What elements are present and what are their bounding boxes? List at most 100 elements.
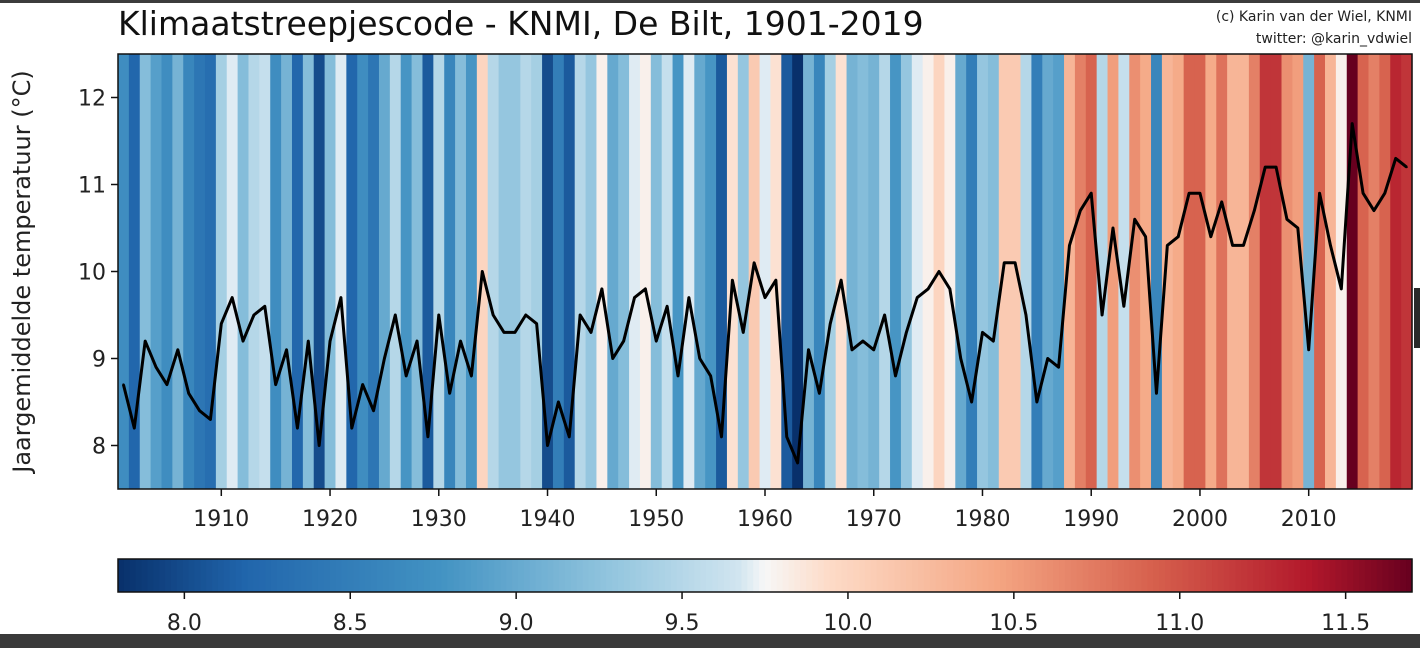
colorbar-segment <box>835 559 843 592</box>
colorbar-segment <box>423 559 431 592</box>
stripe-2012 <box>1325 54 1337 489</box>
stripe-2009 <box>1292 54 1304 489</box>
y-tick-label-9: 9 <box>92 348 106 373</box>
stripe-1920 <box>324 54 337 489</box>
colorbar-segment <box>559 559 566 592</box>
colorbar-segment <box>1364 559 1372 592</box>
stripe-1977 <box>944 54 956 489</box>
stripe-2014 <box>1346 54 1359 489</box>
point-1978 <box>959 357 962 360</box>
colorbar-segment <box>882 559 890 592</box>
point-1959 <box>752 261 756 264</box>
colorbar-segment <box>823 559 831 592</box>
colorbar-segment <box>612 559 619 592</box>
stripe-1987 <box>1053 54 1065 489</box>
point-1965 <box>818 392 821 395</box>
colorbar-segment <box>453 559 460 592</box>
colorbar-segment <box>1394 559 1401 592</box>
stripe-1922 <box>346 54 358 489</box>
colorbar-segment <box>141 559 149 592</box>
colorbar-segment <box>565 559 572 592</box>
colorbar-segment <box>459 559 466 592</box>
colorbar-segment <box>929 559 937 592</box>
colorbar-segment <box>135 559 143 592</box>
colorbar-segment <box>129 559 137 592</box>
colorbar-tick-label-11.5: 11.5 <box>1321 611 1370 636</box>
colorbar-segment <box>847 559 854 592</box>
stripe-1916 <box>281 54 293 489</box>
colorbar-segment <box>1341 559 1348 592</box>
colorbar-segment <box>753 559 760 592</box>
colorbar-segment <box>1112 559 1119 592</box>
colorbar-segment <box>1070 559 1078 592</box>
colorbar-segment <box>176 559 184 592</box>
point-2018 <box>1394 157 1397 160</box>
point-1938 <box>524 313 527 317</box>
stripe-1996 <box>1151 54 1163 489</box>
colorbar-segment <box>259 559 266 592</box>
stripe-1984 <box>1020 54 1033 489</box>
point-1946 <box>611 357 614 360</box>
colorbar-segment <box>541 559 548 592</box>
point-1973 <box>905 331 908 334</box>
colorbar-segment <box>1100 559 1107 592</box>
colorbar-segment <box>817 559 825 592</box>
point-2013 <box>1340 287 1343 291</box>
colorbar-segment <box>812 559 819 592</box>
stripe-1956 <box>716 54 728 489</box>
stripe-1919 <box>313 54 326 489</box>
point-1948 <box>633 296 636 299</box>
colorbar-segment <box>741 559 748 592</box>
point-1930 <box>437 313 440 317</box>
colorbar-segment <box>1282 559 1290 592</box>
colorbar-axis: 8.0 8.5 9.0 9.5 10.0 10.5 11.0 11.5 <box>167 592 1370 636</box>
point-1921 <box>339 296 343 299</box>
colorbar-segment <box>765 559 772 592</box>
stripe-1929 <box>422 54 434 489</box>
stripe-1907 <box>183 54 195 489</box>
colorbar-segment <box>1053 559 1060 592</box>
colorbar-tick-label-9.5: 9.5 <box>665 611 700 636</box>
colorbar-segment <box>118 559 125 592</box>
stripe-2011 <box>1314 54 1326 489</box>
point-1971 <box>883 313 886 317</box>
colorbar-segment <box>194 559 201 592</box>
stripe-1954 <box>694 54 706 489</box>
point-2002 <box>1220 200 1223 204</box>
stripe-1988 <box>1064 54 1076 489</box>
point-1975 <box>926 287 930 291</box>
colorbar-segment <box>1382 559 1390 592</box>
colorbar-segment <box>1241 559 1248 592</box>
stripe-1994 <box>1129 54 1141 489</box>
stripe-1901 <box>118 54 130 489</box>
colorbar-segment <box>1223 559 1231 592</box>
stripe-1991 <box>1096 54 1109 489</box>
colorbar-segment <box>635 559 643 592</box>
credit-twitter: twitter: @karin_vdwiel <box>1255 31 1412 47</box>
window-side-tab <box>1414 288 1420 348</box>
point-1986 <box>1046 357 1049 360</box>
colorbar-segment <box>694 559 701 592</box>
point-1928 <box>415 339 419 343</box>
point-1939 <box>535 322 538 325</box>
colorbar-segment <box>147 559 154 592</box>
colorbar-segment <box>1164 559 1172 592</box>
colorbar-segment <box>1035 559 1043 592</box>
colorbar-segment <box>429 559 437 592</box>
stripe-2004 <box>1238 54 1250 489</box>
colorbar-segment <box>1147 559 1154 592</box>
line-layer <box>121 122 1408 465</box>
stripe-1935 <box>487 54 500 489</box>
colorbar-segment <box>1259 559 1266 592</box>
point-1984 <box>1024 313 1028 317</box>
stripe-1963 <box>792 54 804 489</box>
colorbar-segment <box>182 559 190 592</box>
colorbar-segment <box>276 559 284 592</box>
colorbar <box>118 559 1413 592</box>
point-1937 <box>513 331 517 334</box>
colorbar-segment <box>1141 559 1148 592</box>
stripes-layer <box>118 54 1413 489</box>
y-axis-label: Jaargemiddelde temperatuur (°C) <box>8 70 36 474</box>
colorbar-segment <box>159 559 166 592</box>
point-1983 <box>1013 261 1017 264</box>
